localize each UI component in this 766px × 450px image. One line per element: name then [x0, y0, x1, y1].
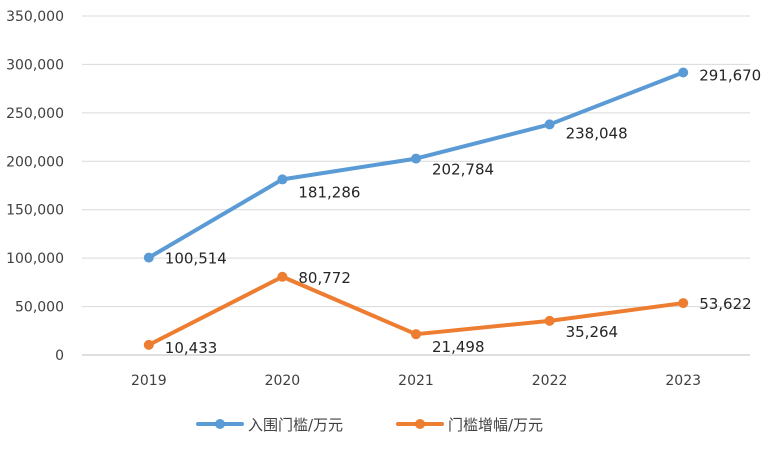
- x-tick-label: 2019: [131, 373, 167, 389]
- legend-label: 门槛增幅/万元: [448, 416, 543, 434]
- data-point: [544, 119, 555, 130]
- data-point: [544, 315, 555, 326]
- data-label: 35,264: [566, 323, 619, 341]
- legend-swatch-marker: [215, 419, 225, 429]
- series-layer: [143, 67, 689, 350]
- data-label: 21,498: [432, 338, 485, 356]
- x-tick-label: 2022: [532, 373, 568, 389]
- y-tick-label: 0: [55, 348, 64, 364]
- data-point: [678, 298, 689, 309]
- data-label: 238,048: [566, 124, 628, 142]
- x-tick-label: 2023: [665, 373, 701, 389]
- data-label: 10,433: [165, 339, 218, 357]
- y-tick-label: 200,000: [6, 154, 64, 170]
- legend-entry: 门槛增幅/万元: [396, 416, 543, 434]
- y-tick-label: 150,000: [6, 203, 64, 219]
- y-tick-label: 350,000: [6, 9, 64, 25]
- x-tick-label: 2020: [265, 373, 301, 389]
- data-label: 100,514: [165, 250, 227, 268]
- series-line: [146, 70, 686, 260]
- legend-label: 入围门槛/万元: [248, 416, 343, 434]
- data-point: [277, 174, 288, 185]
- y-tick-label: 100,000: [6, 251, 64, 267]
- y-tick-label: 50,000: [15, 300, 64, 316]
- x-tick-label: 2021: [398, 373, 434, 389]
- gridlines: [82, 15, 750, 356]
- legend: 入围门槛/万元 门槛增幅/万元: [196, 416, 543, 434]
- legend-entry: 入围门槛/万元: [196, 416, 343, 434]
- y-tick-label: 300,000: [6, 57, 64, 73]
- y-tick-label: 250,000: [6, 106, 64, 122]
- data-label: 80,772: [298, 269, 351, 287]
- data-point: [277, 271, 288, 282]
- data-point: [143, 339, 154, 350]
- data-label: 291,670: [699, 66, 761, 84]
- data-label: 202,784: [432, 161, 494, 179]
- data-point: [678, 67, 689, 78]
- data-point: [143, 252, 154, 263]
- data-point: [411, 153, 421, 164]
- data-label: 181,286: [298, 183, 360, 201]
- y-axis-tick-labels: 0 50,000 100,000 150,000 200,000 250,000 300,0…: [6, 9, 64, 364]
- data-labels: 100,514 181,286 202,784 238,048 291,670 10,43…: [165, 66, 761, 356]
- data-point: [411, 329, 421, 340]
- data-label: 53,622: [699, 295, 752, 313]
- x-axis-tick-labels: 2019 2020 2021 2022 2023: [131, 373, 701, 389]
- legend-swatch-marker: [415, 419, 425, 429]
